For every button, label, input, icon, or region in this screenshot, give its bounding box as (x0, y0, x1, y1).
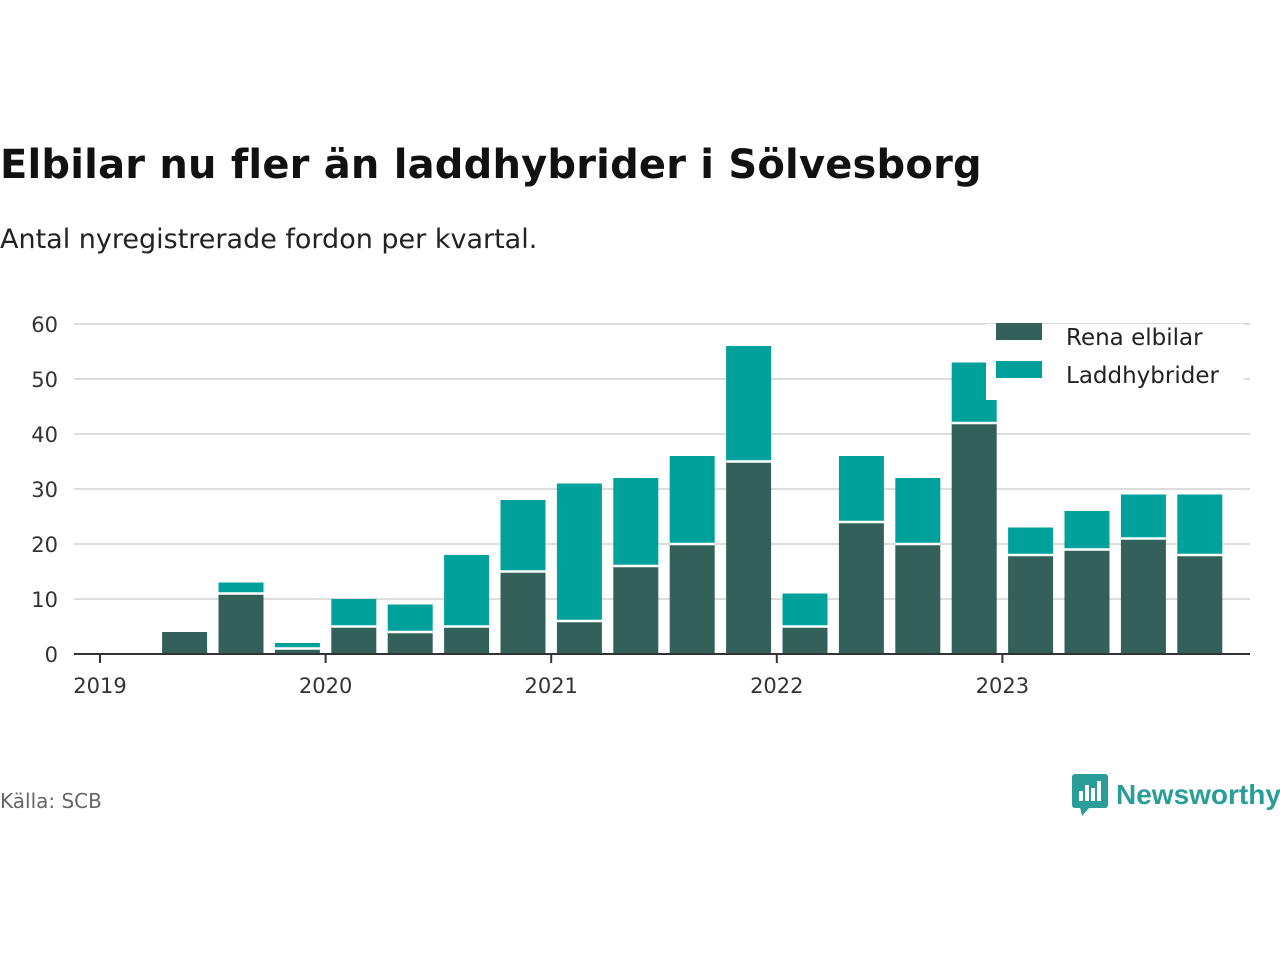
bar-rena-elbilar (162, 632, 208, 654)
bar-laddhybrider (838, 456, 884, 522)
bar-laddhybrider (556, 483, 602, 621)
bar-rena-elbilar (895, 544, 941, 654)
bar-rena-elbilar (1120, 538, 1166, 654)
bar-laddhybrider (331, 599, 377, 627)
y-tick-label: 60 (31, 313, 58, 337)
y-tick-label: 20 (31, 533, 58, 557)
bar-laddhybrider (1064, 511, 1110, 550)
bar-rena-elbilar (1064, 549, 1110, 654)
bar-rena-elbilar (669, 544, 715, 654)
bar-laddhybrider (895, 478, 941, 544)
bar-rena-elbilar (218, 593, 264, 654)
bar-rena-elbilar (500, 571, 546, 654)
bar-laddhybrider (1120, 494, 1166, 539)
x-tick-label: 2020 (299, 674, 352, 698)
bar-rena-elbilar (1008, 555, 1054, 654)
bar-laddhybrider (1177, 494, 1223, 555)
bar-rena-elbilar (726, 461, 772, 654)
bar-rena-elbilar (613, 566, 659, 654)
legend-swatch (996, 323, 1042, 340)
y-tick-label: 40 (31, 423, 58, 447)
legend-label: Rena elbilar (1066, 325, 1203, 351)
y-tick-label: 10 (31, 588, 58, 612)
bar-rena-elbilar (782, 626, 828, 654)
bar-laddhybrider (274, 643, 320, 649)
bar-laddhybrider (613, 478, 659, 566)
x-tick-label: 2023 (976, 674, 1029, 698)
bar-rena-elbilar (444, 626, 490, 654)
bar-laddhybrider (669, 456, 715, 544)
bar-rena-elbilar (1177, 555, 1223, 654)
stacked-bar-chart: 0 10 20 30 40 50 60 2019 2020 2021 2022 2023 Rena el… (31, 313, 1250, 698)
legend-label: Laddhybrider (1066, 363, 1219, 389)
bar-rena-elbilar (387, 632, 433, 654)
brand-name: Newsworthy (1116, 779, 1280, 810)
legend-swatch (996, 361, 1042, 378)
bar-laddhybrider (218, 582, 264, 594)
bar-laddhybrider (444, 555, 490, 627)
bar-rena-elbilar (951, 423, 997, 654)
bar-rena-elbilar (274, 648, 320, 654)
x-tick-label: 2022 (750, 674, 803, 698)
newsworthy-logo-icon (1072, 774, 1108, 816)
y-tick-label: 0 (45, 643, 58, 667)
bar-rena-elbilar (331, 626, 377, 654)
x-tick-label: 2021 (524, 674, 577, 698)
bar-laddhybrider (500, 500, 546, 572)
bar-rena-elbilar (556, 621, 602, 654)
y-tick-label: 50 (31, 368, 58, 392)
bar-laddhybrider (1008, 527, 1054, 555)
source-note: Källa: SCB (0, 789, 102, 813)
x-tick-label: 2019 (73, 674, 126, 698)
bar-laddhybrider (726, 346, 772, 462)
bar-laddhybrider (387, 604, 433, 632)
chart-subtitle: Antal nyregistrerade fordon per kvartal. (0, 224, 538, 255)
chart-title: Elbilar nu fler än laddhybrider i Sölves… (0, 142, 982, 188)
bar-laddhybrider (782, 593, 828, 627)
bar-rena-elbilar (838, 522, 884, 654)
brand-logo: Newsworthy (1072, 774, 1280, 816)
y-tick-label: 30 (31, 478, 58, 502)
